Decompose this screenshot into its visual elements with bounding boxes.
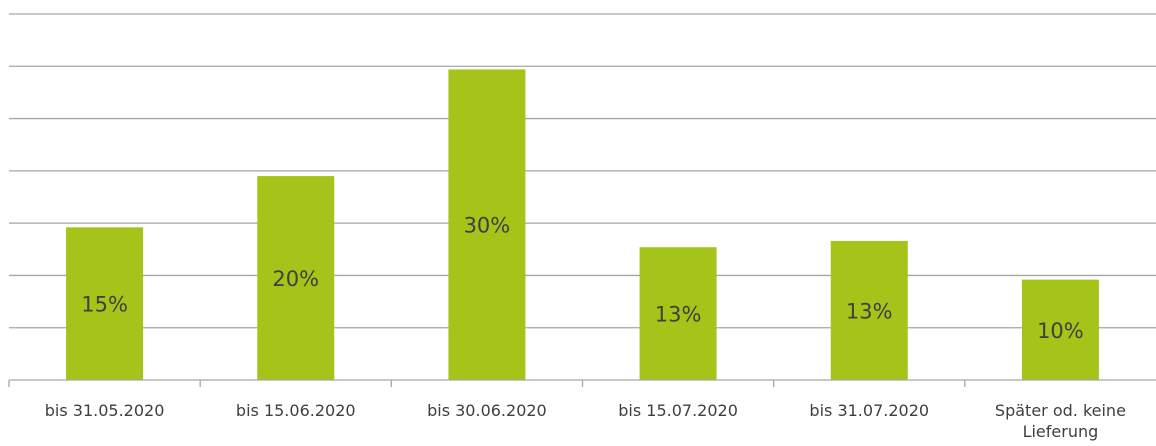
category-label: bis 31.05.2020 <box>45 401 165 420</box>
bar <box>830 240 908 380</box>
category-label: bis 15.07.2020 <box>618 401 738 420</box>
bar <box>448 69 526 381</box>
category-label: bis 15.06.2020 <box>236 401 356 420</box>
gridlines <box>9 13 1156 329</box>
bar <box>1021 279 1099 380</box>
bars <box>66 69 1099 381</box>
data-label: 13% <box>846 299 893 323</box>
bar <box>639 247 717 380</box>
data-label: 13% <box>655 303 702 327</box>
category-labels: bis 31.05.2020 bis 15.06.2020 bis 30.06.20… <box>45 401 1126 441</box>
category-label: Später od. keine Lieferung <box>995 401 1126 441</box>
data-label: 10% <box>1037 319 1084 343</box>
category-label: bis 30.06.2020 <box>427 401 547 420</box>
bar <box>257 176 335 380</box>
x-axis <box>8 379 1156 387</box>
data-labels: 15% 20% 30% 13% 13% 10% <box>81 214 1084 343</box>
data-label: 15% <box>81 293 128 317</box>
data-label: 20% <box>272 267 319 291</box>
data-label: 30% <box>464 214 511 238</box>
category-label: bis 31.07.2020 <box>809 401 929 420</box>
bar <box>66 227 144 380</box>
